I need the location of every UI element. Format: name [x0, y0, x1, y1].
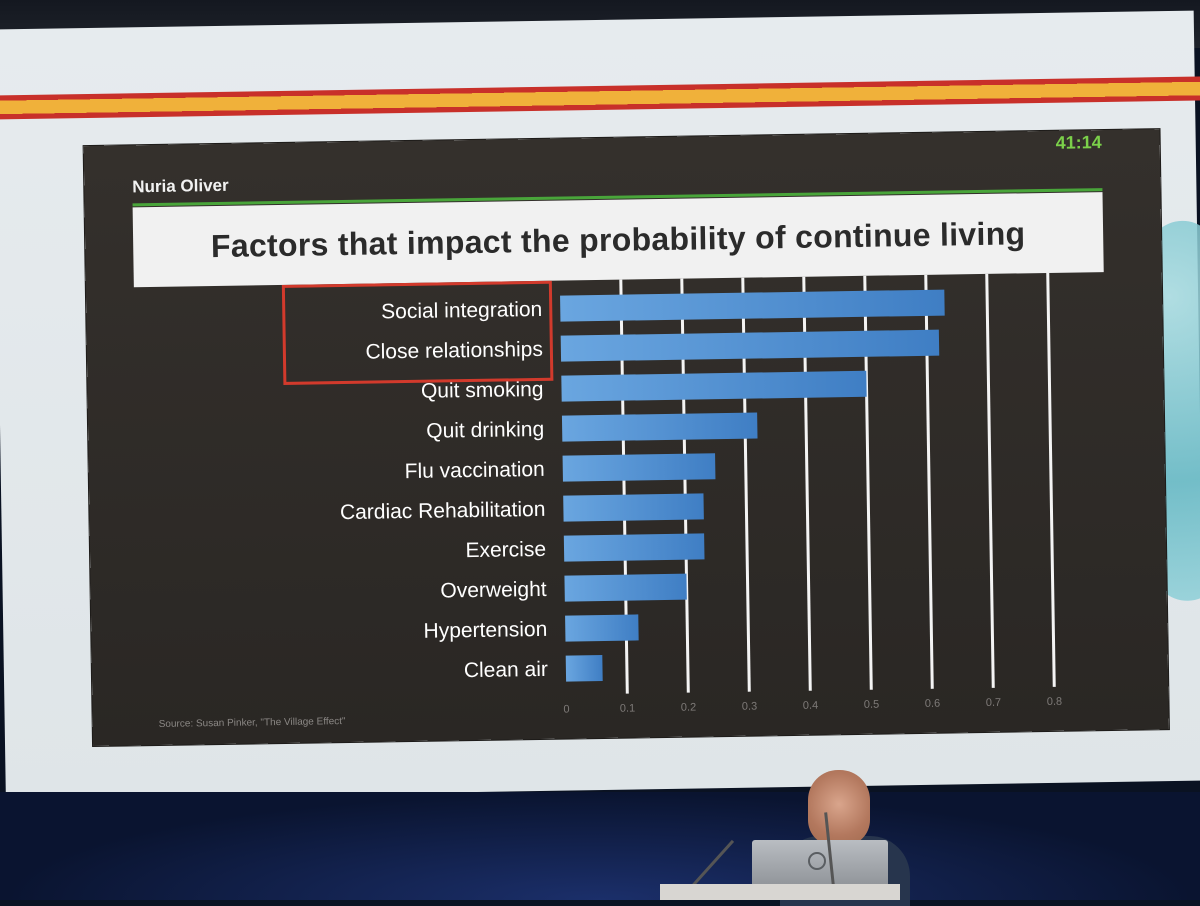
x-tick-label-4: 0.4: [803, 700, 818, 712]
bar-1: [560, 329, 940, 362]
bar-chart: Social integration Close relationships Qui…: [340, 272, 1062, 716]
category-label-7: Overweight: [440, 578, 547, 603]
category-label-3: Quit drinking: [426, 418, 544, 443]
category-label-5: Cardiac Rehabilitation: [340, 498, 546, 524]
gridline-8: [1046, 272, 1056, 687]
x-tick-label-8: 0.8: [1047, 696, 1062, 708]
x-tick-label-1: 0.1: [620, 702, 635, 714]
category-label-2: Quit smoking: [421, 378, 544, 403]
bar-7: [564, 573, 687, 602]
bar-9: [565, 654, 603, 682]
x-tick-label-7: 0.7: [986, 697, 1001, 709]
bar-3: [561, 412, 758, 442]
category-label-9: Clean air: [464, 658, 548, 682]
category-label-6: Exercise: [465, 538, 546, 562]
bar-8: [565, 614, 639, 642]
category-label-1: Close relationships: [365, 338, 543, 364]
x-tick-label-2: 0.2: [681, 702, 696, 714]
category-label-0: Social integration: [381, 298, 542, 324]
highlight-box: [281, 280, 554, 385]
bar-2: [561, 370, 867, 402]
lectern: [660, 884, 900, 900]
laptop-logo-icon: [808, 852, 826, 870]
bar-4: [562, 453, 716, 482]
projection-screen: Nuria Oliver 41:14 Factors that impact t…: [0, 10, 1200, 800]
presentation-slide: Nuria Oliver 41:14 Factors that impact t…: [83, 129, 1169, 747]
x-tick-label-6: 0.6: [925, 698, 940, 710]
bar-6: [563, 533, 705, 562]
stage-floor: [0, 792, 1200, 900]
x-tick-label-0: 0: [563, 704, 569, 716]
category-label-8: Hypertension: [423, 618, 547, 643]
bar-5: [563, 493, 704, 522]
speaker-head: [808, 770, 870, 846]
decorative-stripe: [0, 76, 1200, 120]
x-tick-label-3: 0.3: [742, 701, 757, 713]
x-tick-label-5: 0.5: [864, 699, 879, 711]
category-label-4: Flu vaccination: [405, 458, 545, 483]
gridline-7: [985, 273, 995, 688]
bar-0: [560, 289, 945, 322]
